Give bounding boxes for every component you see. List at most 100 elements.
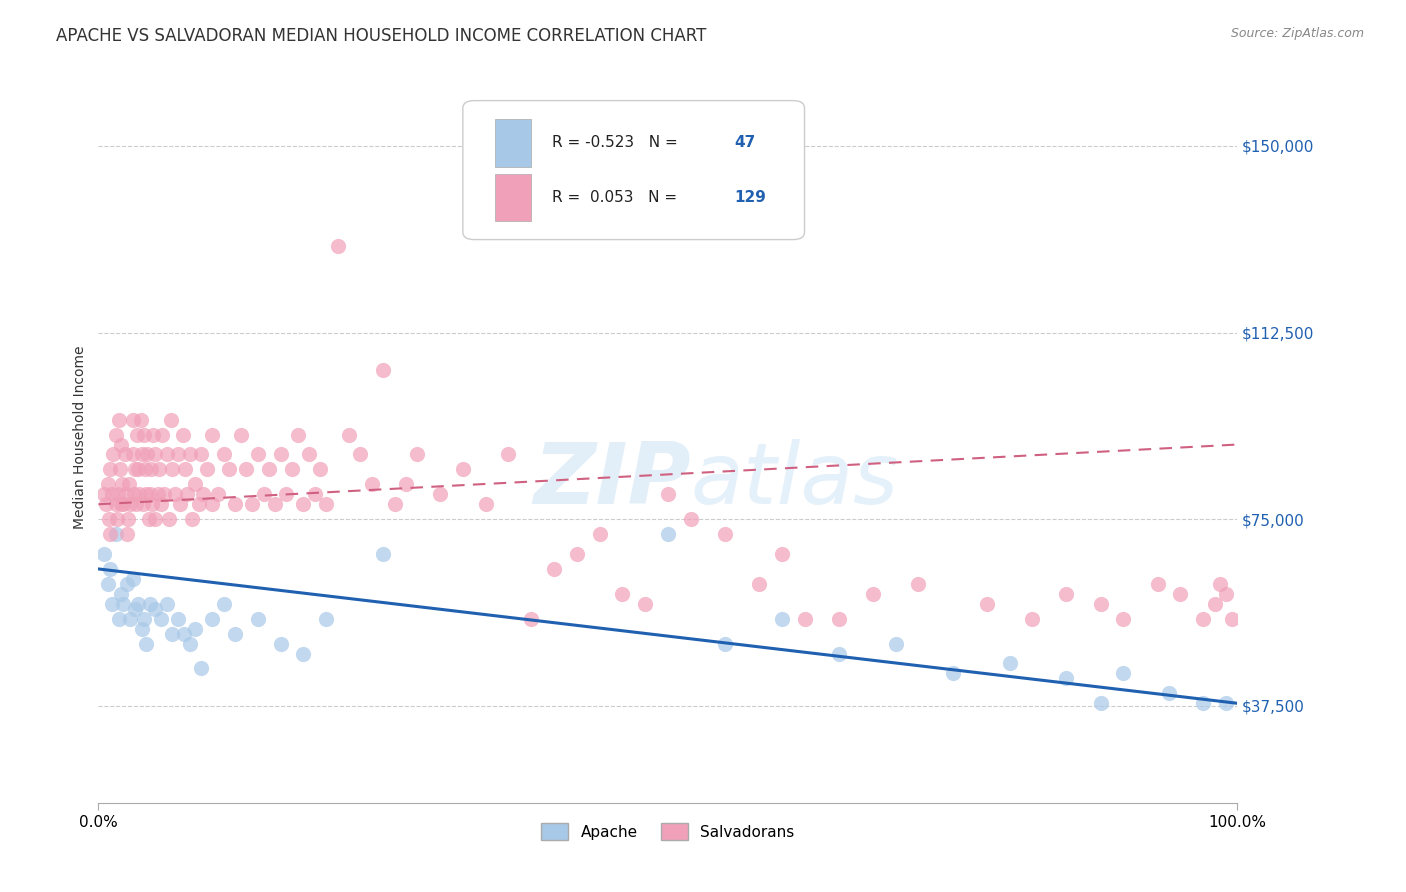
Point [212, 597, 235, 611]
Point [115, 527, 138, 541]
Point [406, 448, 429, 462]
Point [1220, 612, 1243, 626]
Point [107, 487, 129, 501]
Point [679, 512, 702, 526]
Point [270, 448, 292, 462]
Point [153, 487, 176, 501]
Point [134, 462, 156, 476]
Point [127, 427, 149, 442]
Point [371, 363, 394, 377]
Point [180, 512, 202, 526]
Point [714, 636, 737, 650]
Point [150, 427, 173, 442]
Point [384, 497, 406, 511]
Point [174, 462, 197, 476]
Point [287, 427, 309, 442]
Point [145, 601, 167, 615]
Point [315, 612, 337, 626]
Point [218, 462, 240, 476]
Point [1192, 696, 1215, 710]
Point [229, 427, 252, 442]
Point [110, 497, 132, 511]
Point [793, 612, 815, 626]
Point [142, 427, 165, 442]
Point [565, 547, 588, 561]
Point [543, 562, 565, 576]
Point [281, 462, 304, 476]
Point [498, 448, 520, 462]
Point [304, 487, 326, 501]
Point [862, 587, 884, 601]
Point [176, 487, 198, 501]
Point [184, 622, 207, 636]
Point [326, 238, 349, 252]
Point [167, 612, 190, 626]
Point [104, 527, 127, 541]
Point [1204, 597, 1226, 611]
Point [246, 448, 269, 462]
Point [828, 612, 851, 626]
Point [145, 512, 167, 526]
Point [1112, 612, 1135, 626]
Point [770, 612, 793, 626]
Text: APACHE VS SALVADORAN MEDIAN HOUSEHOLD INCOME CORRELATION CHART: APACHE VS SALVADORAN MEDIAN HOUSEHOLD IN… [56, 27, 707, 45]
Point [132, 427, 155, 442]
Point [169, 497, 191, 511]
Point [162, 626, 184, 640]
Point [115, 577, 138, 591]
Point [315, 497, 337, 511]
Point [1021, 612, 1043, 626]
Point [157, 512, 180, 526]
Text: R =  0.053   N =: R = 0.053 N = [551, 190, 682, 205]
Point [145, 448, 167, 462]
Text: Source: ZipAtlas.com: Source: ZipAtlas.com [1230, 27, 1364, 40]
Point [429, 487, 451, 501]
Point [167, 448, 190, 462]
Point [135, 487, 157, 501]
Point [101, 597, 124, 611]
Point [173, 626, 195, 640]
Point [474, 497, 496, 511]
Point [120, 612, 142, 626]
Point [127, 597, 149, 611]
Point [163, 487, 186, 501]
Point [124, 462, 146, 476]
Point [93, 487, 115, 501]
Point [122, 487, 145, 501]
Point [1157, 686, 1180, 700]
Point [201, 612, 224, 626]
Point [121, 448, 143, 462]
Point [1215, 587, 1237, 601]
Point [212, 448, 235, 462]
Point [748, 577, 770, 591]
Point [135, 636, 157, 650]
Point [1112, 666, 1135, 681]
Point [141, 497, 163, 511]
Point [124, 601, 146, 615]
Point [132, 497, 155, 511]
Point [634, 597, 657, 611]
Point [127, 462, 149, 476]
Point [1090, 696, 1112, 710]
Point [96, 477, 118, 491]
Point [190, 661, 212, 675]
Point [884, 636, 907, 650]
Point [201, 497, 224, 511]
Point [114, 448, 136, 462]
Point [371, 547, 394, 561]
Point [240, 497, 263, 511]
Point [160, 412, 183, 426]
Point [612, 587, 634, 601]
Point [131, 622, 153, 636]
Point [110, 587, 132, 601]
Point [125, 497, 148, 511]
Point [224, 497, 246, 511]
Point [520, 612, 543, 626]
Text: 47: 47 [734, 136, 755, 150]
Point [96, 497, 118, 511]
Point [1215, 696, 1237, 710]
Point [1146, 577, 1168, 591]
Y-axis label: Median Household Income: Median Household Income [73, 345, 87, 529]
Legend: Apache, Salvadorans: Apache, Salvadorans [534, 816, 801, 847]
Point [828, 647, 851, 661]
